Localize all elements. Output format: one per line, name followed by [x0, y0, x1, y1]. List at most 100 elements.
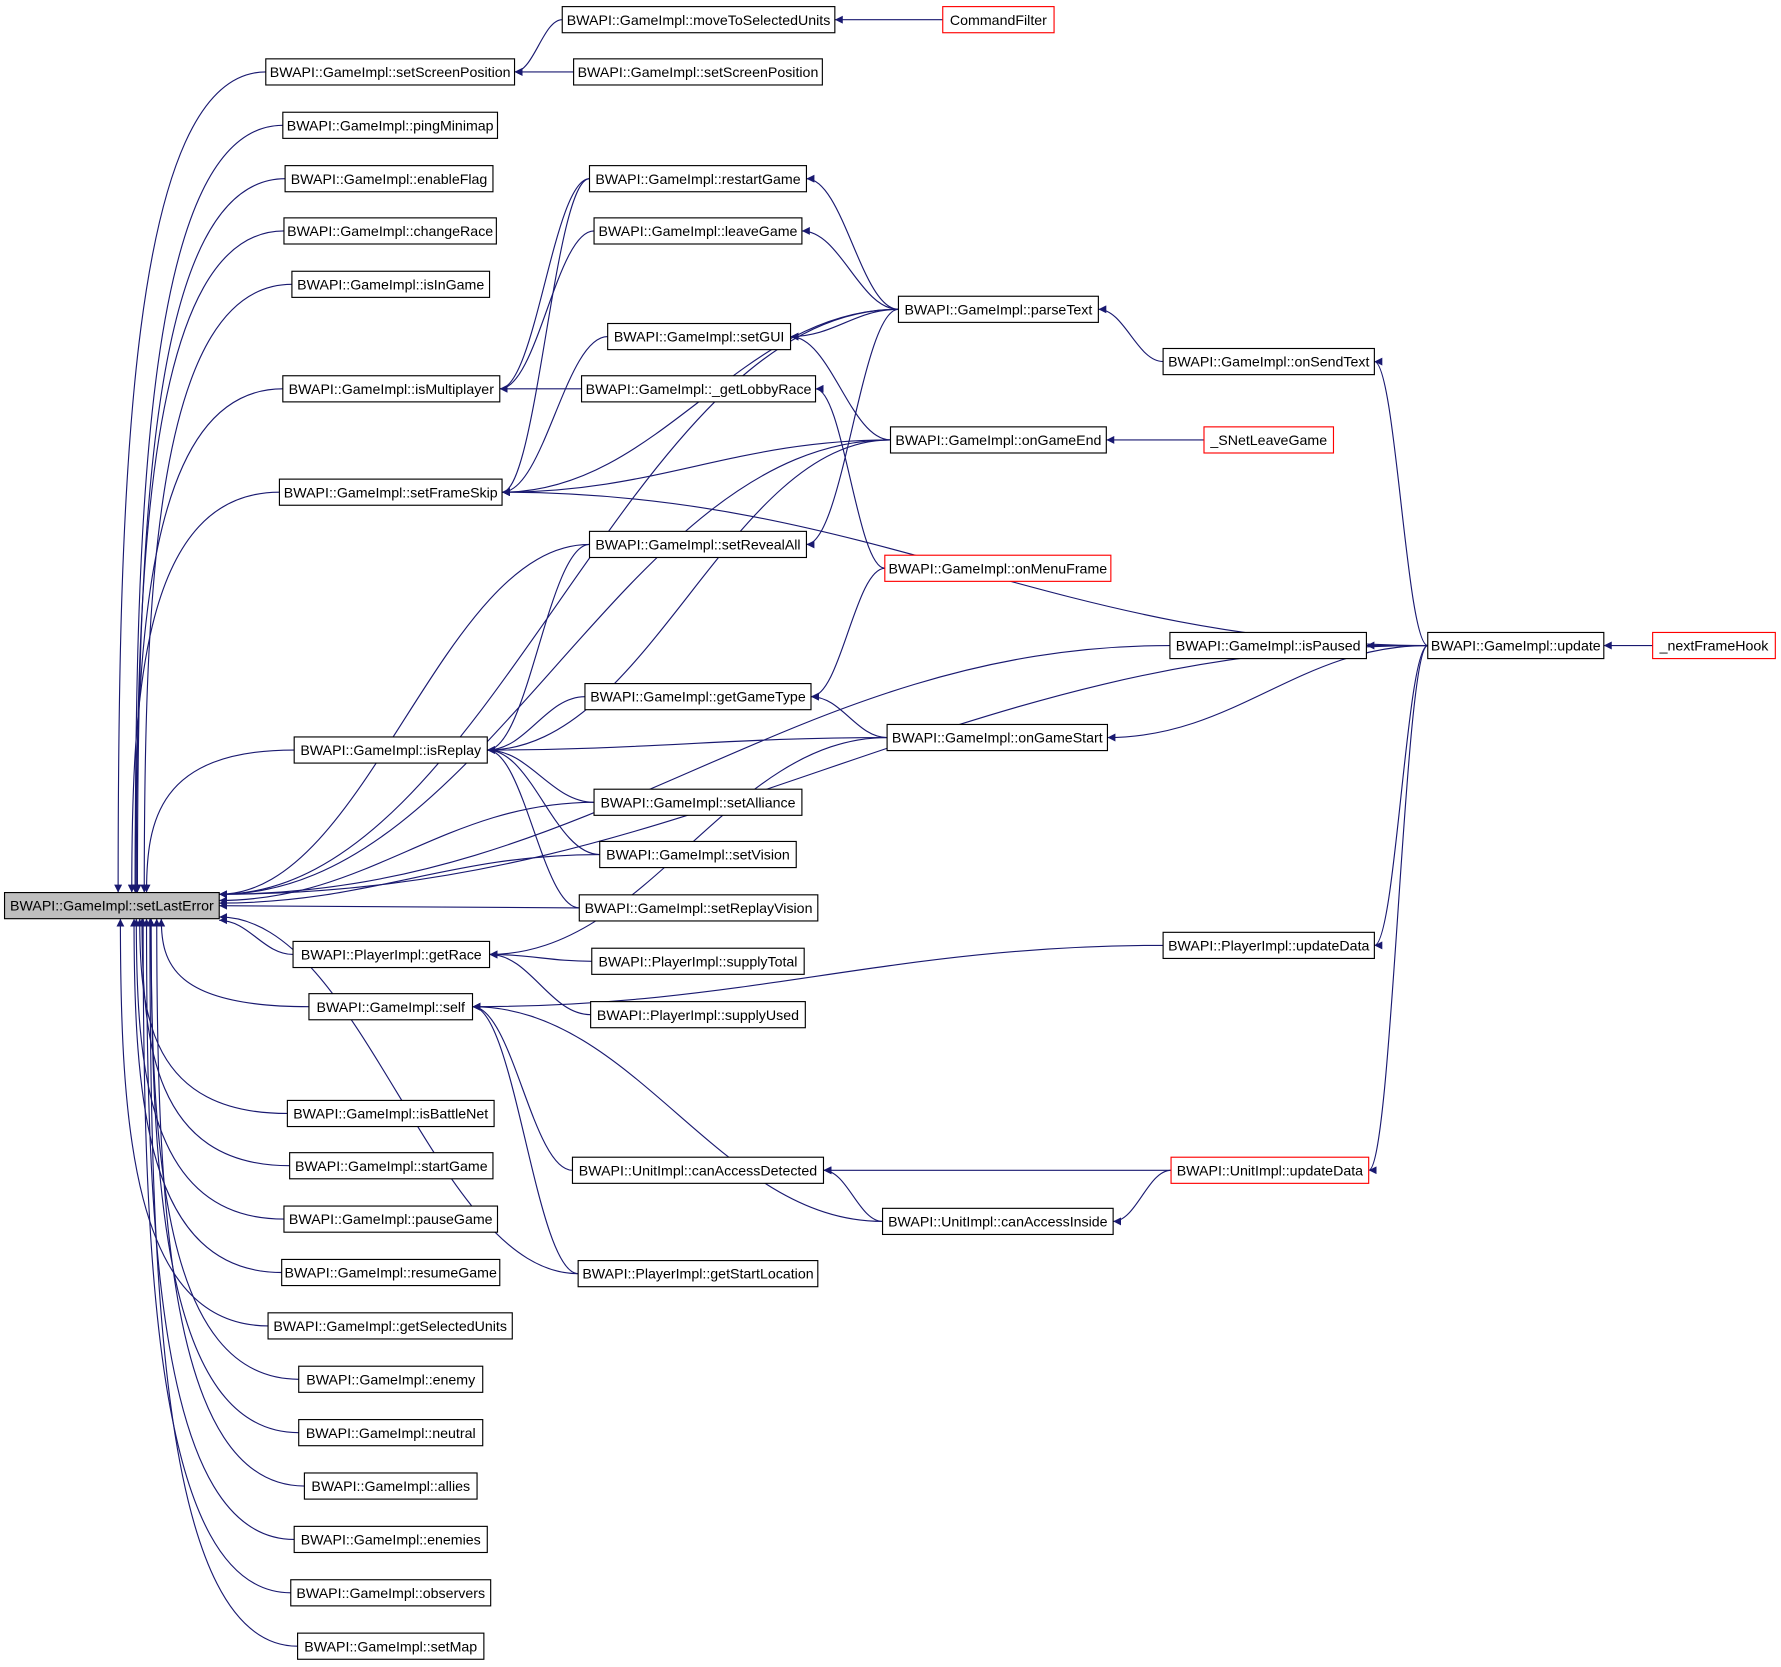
node-bwapi-gameimpl-setrevealall[interactable]: BWAPI::GameImpl::setRevealAll — [588, 530, 808, 559]
node-bwapi-gameimpl-onmenuframe[interactable]: BWAPI::GameImpl::onMenuFrame — [884, 554, 1112, 582]
node-bwapi-gameimpl-getgametype[interactable]: BWAPI::GameImpl::getGameType — [584, 683, 812, 711]
node-bwapi-gameimpl-setlasterror: BWAPI::GameImpl::setLastError — [3, 891, 220, 920]
node-bwapi-gameimpl-leavegame[interactable]: BWAPI::GameImpl::leaveGame — [593, 217, 803, 245]
node-bwapi-gameimpl-parsetext[interactable]: BWAPI::GameImpl::parseText — [897, 295, 1099, 323]
node-box — [308, 993, 474, 1021]
node-bwapi-gameimpl-setreplayvision[interactable]: BWAPI::GameImpl::setReplayVision — [578, 894, 819, 922]
node-bwapi-unitimpl-canaccessinside[interactable]: BWAPI::UnitImpl::canAccessInside — [881, 1207, 1114, 1236]
node-bwapi-gameimpl-changerace[interactable]: BWAPI::GameImpl::changeRace — [283, 217, 497, 245]
node-bwapi-gameimpl-getlobbyrace[interactable]: BWAPI::GameImpl::_getLobbyRace — [580, 375, 817, 403]
node-box — [588, 530, 808, 559]
node-box — [283, 1205, 499, 1233]
node-box — [573, 58, 823, 86]
edge-bwapi-gameimpl-update-to-bwapi-gameimpl-onsendtext — [1374, 357, 1429, 647]
node-bwapi-gameimpl-setvision[interactable]: BWAPI::GameImpl::setVision — [599, 840, 797, 869]
node-label: BWAPI::PlayerImpl::getStartLocation — [582, 1267, 813, 1283]
node-bwapi-gameimpl-restartgame[interactable]: BWAPI::GameImpl::restartGame — [588, 165, 808, 193]
edge-bwapi-gameimpl-update-to-bwapi-gameimpl-ongamestart — [1107, 644, 1428, 742]
node-commandfilter[interactable]: CommandFilter — [942, 6, 1055, 34]
node-label: BWAPI::GameImpl::_getLobbyRace — [586, 382, 812, 398]
node-bwapi-playerimpl-getrace[interactable]: BWAPI::PlayerImpl::getRace — [292, 940, 491, 969]
edge-bwapi-gameimpl-restartgame-to-bwapi-gameimpl-setframeskip — [501, 178, 590, 497]
node-bwapi-gameimpl-setmap[interactable]: BWAPI::GameImpl::setMap — [297, 1632, 485, 1660]
node-bwapi-gameimpl-ongamestart[interactable]: BWAPI::GameImpl::onGameStart — [886, 723, 1109, 752]
node-bwapi-gameimpl-ongameend[interactable]: BWAPI::GameImpl::onGameEnd — [889, 426, 1107, 454]
node-box — [886, 723, 1109, 752]
edge-bwapi-gameimpl-setrevealall-to-bwapi-gameimpl-isreplay — [487, 543, 590, 754]
edge-bwapi-gameimpl-changerace-to-bwapi-gameimpl-setlasterror — [132, 230, 284, 893]
edge-bwapi-playerimpl-updatedata-to-bwapi-gameimpl-self — [472, 944, 1164, 1011]
node-box — [293, 1525, 488, 1554]
node-bwapi-gameimpl-setscreenposition[interactable]: BWAPI::GameImpl::setScreenPosition — [265, 58, 516, 86]
node-box — [591, 947, 805, 975]
node-bwapi-playerimpl-supplyused[interactable]: BWAPI::PlayerImpl::supplyUsed — [590, 1001, 806, 1029]
node-box — [286, 1099, 495, 1128]
node-box — [3, 891, 220, 920]
node-box — [584, 683, 812, 711]
node-bwapi-gameimpl-pausegame[interactable]: BWAPI::GameImpl::pauseGame — [283, 1205, 499, 1233]
node-bwapi-gameimpl-enemies[interactable]: BWAPI::GameImpl::enemies — [293, 1525, 488, 1554]
edge-bwapi-gameimpl-update-to-bwapi-gameimpl-setlasterror — [219, 644, 1428, 899]
node-label: BWAPI::GameImpl::isInGame — [297, 277, 484, 293]
node-bwapi-gameimpl-startgame[interactable]: BWAPI::GameImpl::startGame — [289, 1152, 494, 1180]
edge-bwapi-gameimpl-onmenuframe-to-bwapi-gameimpl-getlobbyrace — [815, 384, 885, 569]
edge-bwapi-gameimpl-self-to-bwapi-gameimpl-setlasterror — [157, 918, 309, 1008]
node-box — [278, 478, 503, 506]
node-bwapi-playerimpl-updatedata[interactable]: BWAPI::PlayerImpl::updateData — [1162, 931, 1375, 960]
node-bwapi-gameimpl-self[interactable]: BWAPI::GameImpl::self — [308, 993, 474, 1021]
node-box — [593, 788, 803, 816]
node-bwapi-gameimpl-resumegame[interactable]: BWAPI::GameImpl::resumeGame — [281, 1258, 501, 1287]
node-bwapi-unitimpl-canaccessdetected[interactable]: BWAPI::UnitImpl::canAccessDetected — [571, 1156, 825, 1184]
node-bwapi-playerimpl-getstartlocation[interactable]: BWAPI::PlayerImpl::getStartLocation — [577, 1260, 819, 1288]
node-bwapi-unitimpl-updatedata[interactable]: BWAPI::UnitImpl::updateData — [1170, 1156, 1370, 1184]
node-box — [281, 1258, 501, 1287]
edge-bwapi-gameimpl-setvision-to-bwapi-gameimpl-isreplay — [487, 746, 600, 856]
node-nextframehook[interactable]: _nextFrameHook — [1652, 631, 1776, 660]
node-bwapi-gameimpl-isbattlenet[interactable]: BWAPI::GameImpl::isBattleNet — [286, 1099, 495, 1128]
node-bwapi-gameimpl-enemy[interactable]: BWAPI::GameImpl::enemy — [298, 1365, 484, 1393]
edge-bwapi-gameimpl-setvision-to-bwapi-gameimpl-setlasterror — [219, 853, 600, 908]
edge-bwapi-gameimpl-enableflag-to-bwapi-gameimpl-setlasterror — [133, 178, 286, 893]
node-bwapi-gameimpl-getselectedunits[interactable]: BWAPI::GameImpl::getSelectedUnits — [267, 1312, 513, 1340]
node-box — [298, 1365, 484, 1393]
edge-bwapi-gameimpl-parsetext-to-bwapi-gameimpl-setrevealall — [806, 308, 899, 549]
node-bwapi-gameimpl-setscreenposition[interactable]: BWAPI::GameImpl::setScreenPosition — [573, 58, 823, 86]
node-box — [282, 375, 501, 403]
node-bwapi-gameimpl-isingame[interactable]: BWAPI::GameImpl::isInGame — [291, 270, 491, 298]
node-box — [884, 554, 1112, 582]
node-box — [577, 1260, 819, 1288]
node-bwapi-gameimpl-pingminimap[interactable]: BWAPI::GameImpl::pingMinimap — [282, 111, 499, 139]
node-bwapi-gameimpl-setalliance[interactable]: BWAPI::GameImpl::setAlliance — [593, 788, 803, 816]
node-bwapi-gameimpl-observers[interactable]: BWAPI::GameImpl::observers — [290, 1579, 492, 1607]
edge-bwapi-gameimpl-getselectedunits-to-bwapi-gameimpl-setlasterror — [116, 918, 269, 1327]
edge-bwapi-gameimpl-ongameend-to-bwapi-gameimpl-setlasterror — [219, 439, 891, 899]
node-bwapi-gameimpl-setframeskip[interactable]: BWAPI::GameImpl::setFrameSkip — [278, 478, 503, 506]
edge-bwapi-gameimpl-parsetext-to-bwapi-gameimpl-setgui — [790, 308, 899, 341]
node-label: BWAPI::GameImpl::setRevealAll — [595, 538, 800, 554]
edge-bwapi-unitimpl-canaccessinside-to-bwapi-unitimpl-canaccessdetected — [823, 1166, 883, 1222]
node-label: BWAPI::GameImpl::isBattleNet — [293, 1107, 488, 1123]
edge-bwapi-gameimpl-onsendtext-to-bwapi-gameimpl-parsetext — [1098, 305, 1164, 363]
node-bwapi-gameimpl-movetoselectedunits[interactable]: BWAPI::GameImpl::moveToSelectedUnits — [561, 6, 836, 34]
node-bwapi-playerimpl-supplytotal[interactable]: BWAPI::PlayerImpl::supplyTotal — [591, 947, 805, 975]
node-box — [292, 940, 491, 969]
node-label: BWAPI::UnitImpl::updateData — [1177, 1163, 1363, 1179]
node-bwapi-gameimpl-isreplay[interactable]: BWAPI::GameImpl::isReplay — [293, 736, 488, 764]
node-bwapi-gameimpl-allies[interactable]: BWAPI::GameImpl::allies — [303, 1472, 478, 1500]
node-bwapi-gameimpl-enableflag[interactable]: BWAPI::GameImpl::enableFlag — [284, 165, 494, 193]
node-bwapi-gameimpl-update[interactable]: BWAPI::GameImpl::update — [1427, 631, 1605, 660]
node-bwapi-gameimpl-neutral[interactable]: BWAPI::GameImpl::neutral — [298, 1419, 484, 1447]
node-box — [283, 217, 497, 245]
node-box — [607, 322, 792, 351]
node-label: BWAPI::GameImpl::moveToSelectedUnits — [567, 13, 831, 29]
node-snetleavegame[interactable]: _SNetLeaveGame — [1203, 426, 1335, 454]
node-label: BWAPI::GameImpl::enemies — [301, 1533, 481, 1549]
node-bwapi-gameimpl-onsendtext[interactable]: BWAPI::GameImpl::onSendText — [1162, 347, 1375, 376]
node-bwapi-gameimpl-ismultiplayer[interactable]: BWAPI::GameImpl::isMultiplayer — [282, 375, 501, 403]
node-label: BWAPI::GameImpl::update — [1431, 639, 1601, 655]
node-label: BWAPI::UnitImpl::canAccessDetected — [579, 1163, 817, 1179]
node-bwapi-gameimpl-ispaused[interactable]: BWAPI::GameImpl::isPaused — [1169, 631, 1367, 660]
node-bwapi-gameimpl-setgui[interactable]: BWAPI::GameImpl::setGUI — [607, 322, 792, 351]
